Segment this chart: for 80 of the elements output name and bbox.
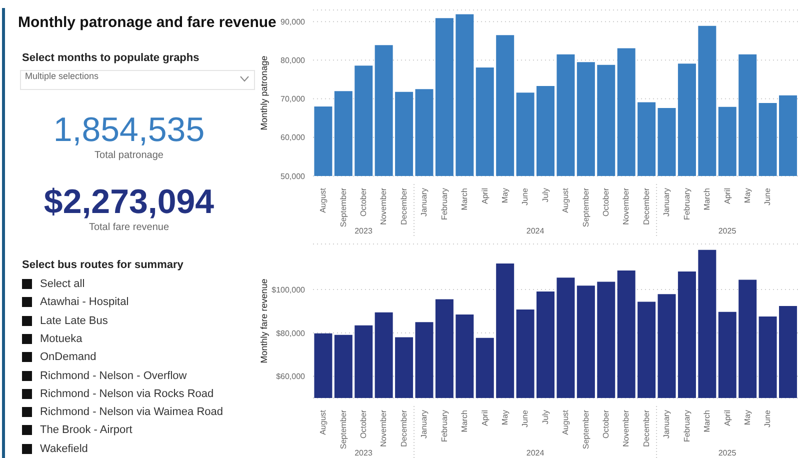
text: Wakefield	[40, 442, 88, 455]
text: 1,854,535	[52, 111, 206, 150]
x-tick-label: December	[399, 188, 408, 225]
x-tick-label: September	[338, 188, 348, 228]
x-tick-label: February	[440, 188, 449, 220]
text: Monthly patronage and fare revenue	[18, 14, 276, 31]
x-tick-label: March	[460, 188, 470, 210]
x-tick-label: May	[742, 410, 752, 426]
x-tick-label: November	[379, 410, 388, 447]
x-tick-label: December	[642, 188, 651, 225]
text: Motueka	[40, 332, 82, 345]
x-tick-label: February	[682, 410, 692, 442]
text: Select bus routes for summary	[22, 259, 184, 272]
y-tick-label: $100,000	[272, 285, 306, 294]
text: $2,273,094	[42, 183, 216, 222]
x-tick-label: May	[742, 188, 752, 204]
text: 2025	[718, 226, 737, 236]
x-tick-label: September	[338, 410, 348, 450]
x-tick-label: November	[622, 188, 631, 225]
x-tick-label: August	[561, 187, 570, 213]
x-tick-label: October	[602, 410, 611, 438]
text: Select all	[40, 278, 85, 290]
x-tick-label: August	[318, 409, 328, 435]
x-tick-label: January	[420, 188, 429, 216]
x-tick-label: February	[682, 188, 692, 220]
y-tick-label: 70,000	[280, 94, 306, 104]
x-tick-label: February	[440, 410, 449, 442]
text: Richmond - Nelson - Overflow	[40, 370, 187, 382]
x-tick-label: March	[460, 410, 470, 432]
y-axis-title: Monthly fare revenue	[259, 278, 270, 364]
x-tick-label: April	[722, 410, 732, 426]
x-tick-label: July	[540, 188, 550, 202]
text: Total fare revenue	[88, 222, 170, 233]
x-tick-label: May	[500, 188, 510, 204]
y-tick-label: 90,000	[280, 17, 306, 26]
x-tick-label: April	[480, 410, 490, 426]
x-tick-label: January	[662, 410, 672, 438]
text: 2023	[354, 448, 373, 458]
text: 2025	[718, 448, 737, 458]
x-tick-label: May	[500, 410, 510, 426]
y-tick-label: 50,000	[280, 172, 306, 181]
text: 2023	[354, 226, 373, 236]
y-tick-label: $60,000	[276, 372, 306, 382]
text: 2024	[526, 448, 545, 458]
x-tick-label: June	[520, 409, 530, 428]
x-tick-label: July	[540, 410, 550, 424]
x-tick-label: June	[763, 409, 772, 428]
x-tick-label: September	[581, 410, 590, 450]
text: Atawhai - Hospital	[40, 296, 129, 308]
x-tick-label: September	[581, 188, 590, 228]
text: Multiple selections	[25, 71, 99, 82]
x-tick-label: June	[520, 187, 530, 206]
x-tick-label: January	[662, 188, 672, 216]
text: Select months to populate graphs	[22, 52, 200, 64]
x-tick-label: August	[318, 187, 328, 213]
text: Richmond - Nelson via Rocks Road	[40, 388, 214, 400]
y-tick-label: 60,000	[280, 133, 306, 142]
y-tick-label: $80,000	[276, 328, 306, 338]
y-axis-title: Monthly patronage	[259, 56, 270, 130]
text: 2024	[526, 226, 545, 236]
text: OnDemand	[40, 351, 96, 364]
x-tick-label: January	[420, 410, 429, 438]
x-tick-label: October	[359, 410, 368, 438]
x-tick-label: November	[622, 410, 631, 447]
x-tick-label: August	[561, 409, 570, 435]
text: The Brook - Airport	[40, 424, 132, 436]
x-tick-label: April	[480, 188, 490, 204]
x-tick-label: March	[702, 410, 712, 432]
text: Late Late Bus	[40, 314, 108, 327]
x-tick-label: December	[642, 410, 651, 447]
y-tick-label: 80,000	[280, 56, 306, 66]
x-tick-label: October	[359, 188, 368, 216]
x-tick-label: April	[722, 188, 732, 204]
x-tick-label: October	[602, 188, 611, 216]
x-tick-label: December	[399, 410, 408, 447]
x-tick-label: November	[379, 188, 388, 225]
text: Richmond - Nelson via Waimea Road	[40, 406, 223, 418]
x-tick-label: March	[702, 188, 712, 210]
x-tick-label: June	[763, 187, 772, 206]
text: Total patronage	[94, 150, 164, 161]
